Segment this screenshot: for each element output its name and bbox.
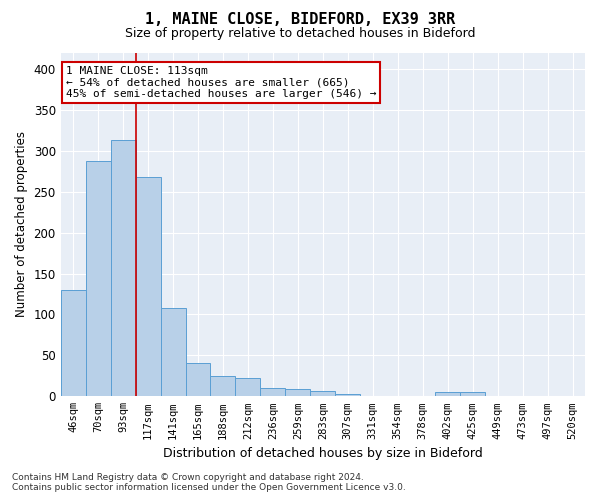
Bar <box>61 290 86 397</box>
Y-axis label: Number of detached properties: Number of detached properties <box>15 132 28 318</box>
Bar <box>310 390 335 396</box>
Bar <box>211 376 235 396</box>
Bar <box>136 177 161 396</box>
Bar <box>260 388 286 396</box>
Bar <box>286 389 310 396</box>
Bar <box>110 140 136 396</box>
Bar <box>235 378 260 396</box>
Bar <box>435 392 460 396</box>
Bar <box>161 308 185 396</box>
Text: Contains HM Land Registry data © Crown copyright and database right 2024.
Contai: Contains HM Land Registry data © Crown c… <box>12 473 406 492</box>
Text: 1, MAINE CLOSE, BIDEFORD, EX39 3RR: 1, MAINE CLOSE, BIDEFORD, EX39 3RR <box>145 12 455 28</box>
X-axis label: Distribution of detached houses by size in Bideford: Distribution of detached houses by size … <box>163 447 483 460</box>
Bar <box>335 394 360 396</box>
Bar <box>185 362 211 396</box>
Bar <box>460 392 485 396</box>
Bar <box>86 160 110 396</box>
Text: 1 MAINE CLOSE: 113sqm
← 54% of detached houses are smaller (665)
45% of semi-det: 1 MAINE CLOSE: 113sqm ← 54% of detached … <box>66 66 376 100</box>
Text: Size of property relative to detached houses in Bideford: Size of property relative to detached ho… <box>125 28 475 40</box>
